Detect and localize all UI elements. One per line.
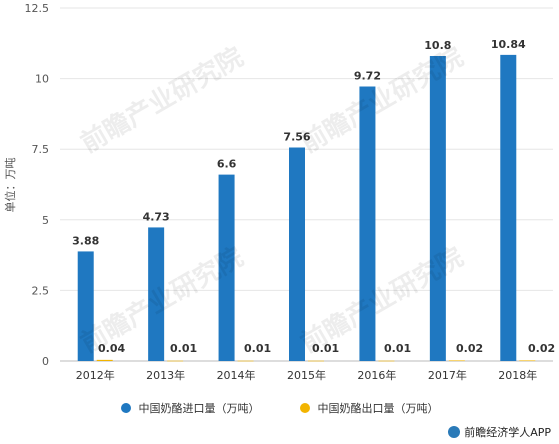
y-axis: 0 2.5 5 7.5 10 12.5 [25,2,50,368]
data-label-export: 0.02 [528,342,555,355]
legend: 中国奶酪进口量（万吨） 中国奶酪出口量（万吨） [0,398,559,418]
bar-export [237,360,254,362]
legend-item-import[interactable]: 中国奶酪进口量（万吨） [120,400,260,416]
data-label-import: 10.8 [424,39,451,52]
data-label-export: 0.01 [244,342,271,355]
x-tick-label: 2016年 [357,368,396,382]
bar-import [218,174,235,361]
bar-import [429,56,446,362]
y-tick-label: 12.5 [25,2,50,15]
bar-import [289,147,305,361]
legend-swatch-import [120,403,131,413]
data-label-export: 0.01 [384,342,411,355]
bar-import [148,227,165,361]
y-tick-label: 7.5 [32,143,50,156]
y-tick-label: 0 [42,355,49,368]
data-label-export: 0.01 [170,342,197,355]
x-tick-label: 2012年 [76,368,115,382]
gridlines [60,7,553,362]
bar-import [359,86,376,361]
bar-export [167,360,184,362]
legend-label-export: 中国奶酪出口量（万吨） [317,402,439,415]
x-tick-label: 2015年 [287,368,326,382]
bar-import [77,251,94,361]
y-tick-label: 2.5 [32,284,50,297]
x-tick-label: 2017年 [428,368,467,382]
x-tick-label: 2014年 [217,368,256,382]
data-label-import: 7.56 [283,131,310,144]
credit-text: 前瞻经济学人APP [464,426,551,439]
bar-export [378,360,395,362]
data-label-export: 0.04 [98,342,125,355]
credit-logo-icon [448,426,461,438]
data-label-export: 0.01 [312,342,339,355]
data-label-import: 10.84 [491,38,526,51]
x-axis: 2012年 2013年 2014年 2015年 2016年 2017年 2018年 [76,368,538,382]
bars: 3.88 0.04 4.73 0.01 6.6 0.01 7.56 0.01 9.72 0.01 1… [72,38,555,362]
bar-export [308,360,324,362]
bar-export [448,360,465,362]
data-label-import: 4.73 [143,210,170,223]
legend-item-export[interactable]: 中国奶酪出口量（万吨） [299,400,439,416]
x-tick-label: 2018年 [498,368,537,382]
data-label-import: 6.6 [217,158,237,171]
bar-import [500,54,517,362]
y-tick-label: 10 [35,73,49,86]
y-tick-label: 5 [42,214,49,227]
data-label-import: 9.72 [354,70,381,83]
bar-export [96,359,113,361]
x-tick-label: 2013年 [146,368,185,382]
legend-swatch-export [299,403,310,413]
y-axis-label: 单位：万吨 [3,158,17,213]
credit: 前瞻经济学人APP [448,424,551,440]
data-label-export: 0.02 [456,342,483,355]
bar-export [519,360,536,362]
data-label-import: 3.88 [72,234,99,247]
legend-label-import: 中国奶酪进口量（万吨） [138,402,260,415]
